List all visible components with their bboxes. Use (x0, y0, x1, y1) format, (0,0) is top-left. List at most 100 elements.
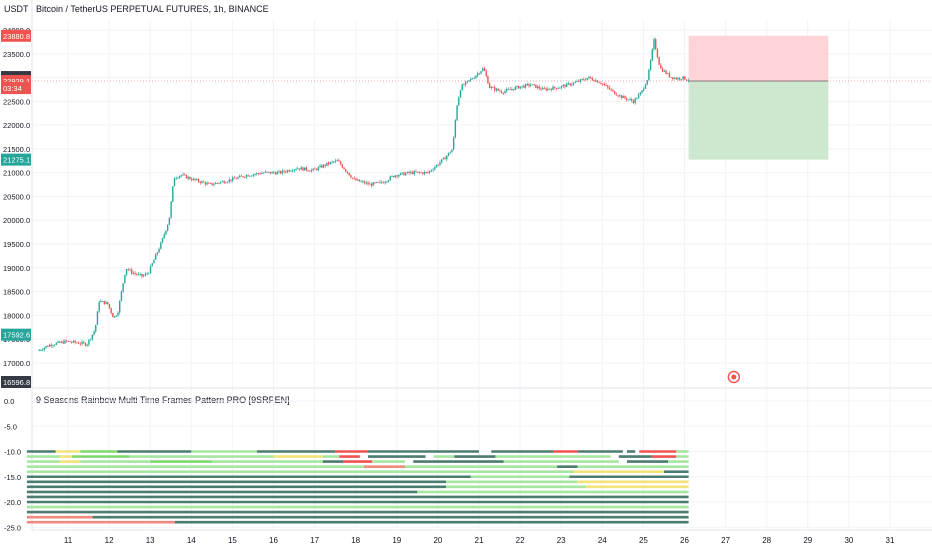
candle-body (562, 85, 564, 86)
candle-body (660, 64, 662, 69)
candle-body (637, 94, 640, 99)
candle-body (643, 88, 645, 91)
candle-body (154, 254, 157, 260)
candle-body (406, 171, 409, 174)
candle-body (454, 120, 457, 138)
candle-body (396, 175, 398, 177)
candle-body (502, 92, 505, 94)
candle-body (615, 94, 618, 96)
candle-body (531, 84, 534, 86)
candle-body (555, 87, 558, 89)
candle-body (281, 170, 284, 174)
candle-body (142, 275, 145, 277)
price-label-text: 16596.8 (3, 378, 30, 387)
candle-body (67, 341, 70, 342)
candle-body (463, 84, 465, 86)
candle-body (170, 201, 172, 218)
candle-body (470, 78, 472, 81)
candle-body (565, 83, 568, 87)
candle-body (679, 77, 681, 80)
candle-body (511, 89, 513, 90)
candle-body (514, 87, 517, 90)
candle-body (363, 181, 366, 184)
candle-body (261, 173, 263, 175)
candle-body (610, 89, 612, 91)
candle-body (196, 179, 198, 180)
candle-body (418, 171, 421, 173)
candle-body (134, 273, 136, 274)
candle-body (487, 76, 489, 84)
candle-body (399, 173, 402, 176)
candle-body (88, 339, 90, 345)
candle-body (571, 84, 573, 86)
time-tick-label: 14 (187, 536, 196, 545)
candle-body (101, 300, 104, 302)
candle-body (57, 341, 59, 343)
candle-body (439, 162, 441, 165)
candle-body (59, 341, 61, 343)
candle-body (345, 169, 347, 172)
candle-body (545, 88, 547, 91)
candle-body (190, 179, 193, 181)
candle-body (391, 175, 393, 177)
candle-body (382, 182, 385, 184)
candle-body (559, 87, 561, 89)
candle-body (547, 88, 549, 91)
candle-body (76, 342, 78, 344)
time-tick-label: 28 (762, 536, 771, 545)
candle-body (60, 341, 63, 343)
candle-body (530, 85, 532, 86)
candle-body (310, 169, 313, 172)
candle-body (107, 301, 109, 305)
candle-body (98, 302, 100, 312)
candle-body (410, 171, 412, 174)
candle-body (45, 346, 47, 348)
candle-body (218, 183, 220, 184)
candle-body (435, 164, 438, 168)
candle-body (574, 82, 576, 83)
candle-body (434, 167, 436, 170)
price-label-text: 23880.8 (3, 32, 30, 41)
candle-body (422, 172, 424, 174)
price-tick-label: 20500.0 (3, 192, 30, 201)
candle-body (47, 346, 49, 347)
candle-body (680, 79, 683, 81)
time-tick-label: 20 (433, 536, 442, 545)
indicator-title: 9 Seasons Rainbow Multi Time Frames Patt… (36, 395, 290, 405)
candle-body (430, 170, 433, 172)
candle-body (177, 177, 179, 179)
candle-body (351, 177, 354, 179)
price-label-box (1, 82, 31, 95)
candle-body (519, 86, 522, 89)
candle-body (228, 179, 231, 182)
time-tick-label: 11 (64, 536, 73, 545)
candle-body (257, 173, 260, 174)
candle-body (153, 259, 155, 264)
candle-body (365, 182, 368, 184)
candle-body (127, 268, 129, 270)
candle-body (312, 168, 314, 170)
candle-body (405, 173, 407, 176)
indicator-tick-label: -20.0 (4, 498, 21, 507)
candle-body (504, 91, 506, 94)
candle-body (83, 341, 85, 343)
event-badge-icon-dot (731, 374, 737, 380)
candle-body (596, 80, 599, 83)
candle-body (137, 273, 140, 275)
candle-body (459, 90, 462, 98)
candle-body (202, 181, 205, 183)
candle-body (300, 167, 302, 170)
candle-body (269, 171, 272, 174)
candle-body (132, 273, 135, 274)
candle-body (252, 174, 254, 176)
candle-body (567, 83, 570, 85)
candle-body (339, 161, 342, 165)
candle-body (644, 84, 647, 89)
candle-body (309, 170, 311, 172)
candle-body (362, 181, 364, 183)
candle-body (482, 68, 484, 72)
price-tick-label: 20000.0 (3, 216, 30, 225)
candle-body (586, 78, 588, 80)
candle-body (526, 84, 528, 85)
